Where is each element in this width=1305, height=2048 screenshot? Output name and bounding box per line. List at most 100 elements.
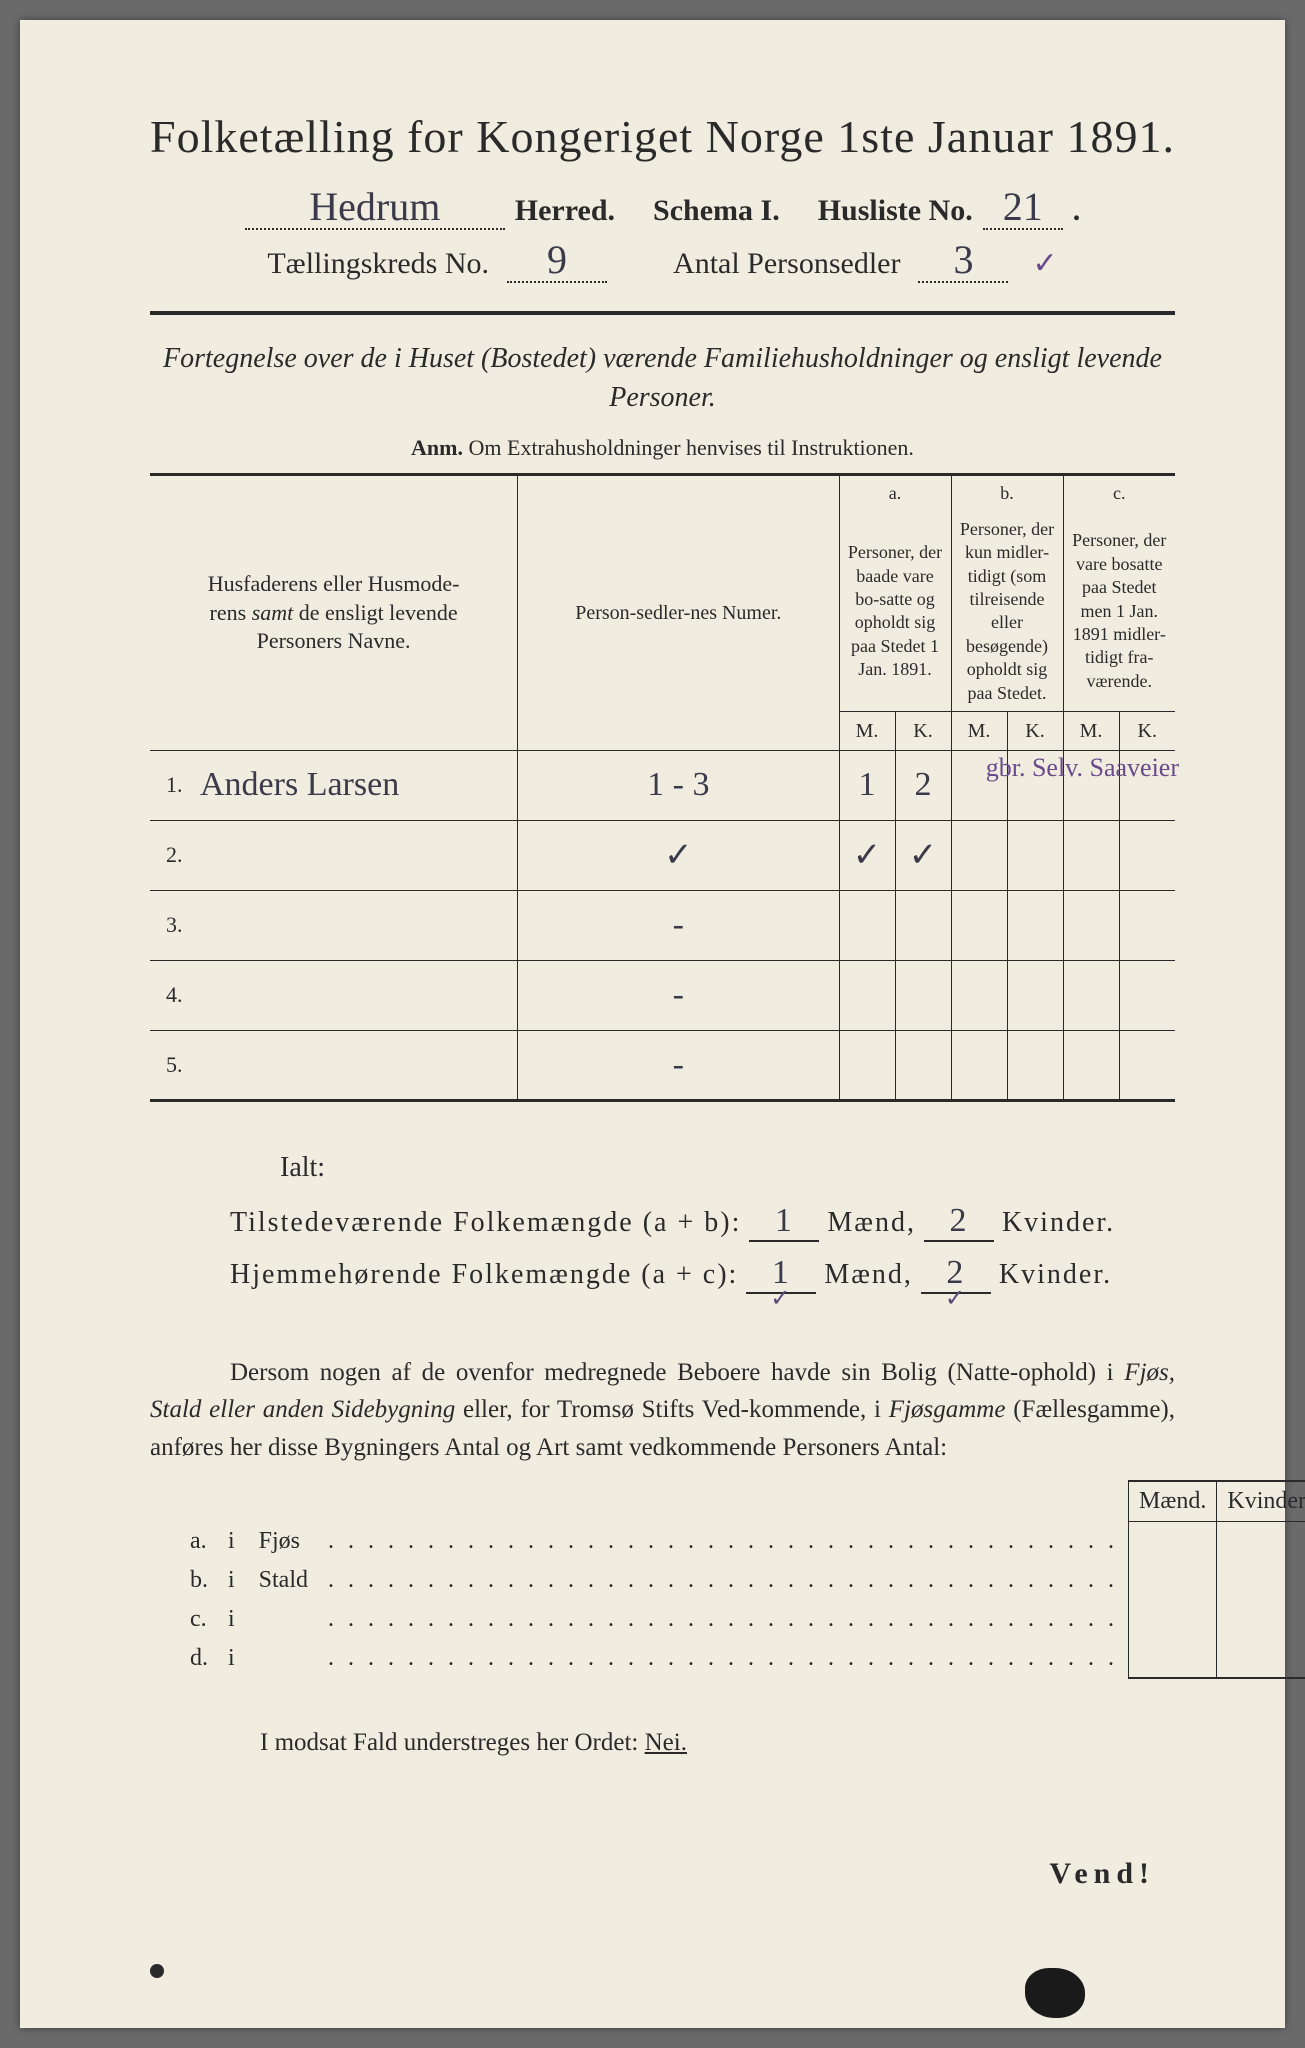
header-line-1: Hedrum Herred. Schema I. Husliste No. 21… bbox=[150, 191, 1175, 230]
totals-block: Ialt: Tilstedeværende Folkemængde (a + b… bbox=[150, 1152, 1175, 1294]
row-number: 4. bbox=[150, 960, 192, 1030]
pn-cell: 1 - 3 bbox=[518, 750, 839, 820]
sub-i: i Fjøs bbox=[218, 1522, 318, 1561]
sub-dots: . . . . . . . . . . . . . . . . . . . . … bbox=[318, 1561, 1129, 1600]
ck-cell bbox=[1119, 820, 1175, 890]
table-row: 1.Anders Larsen1 - 312 gbr. Selv. Saaveie… bbox=[150, 750, 1175, 820]
table-row: 2.✓✓✓ bbox=[150, 820, 1175, 890]
ck-cell bbox=[1119, 890, 1175, 960]
paragraph: Dersom nogen af de ovenfor medregnede Be… bbox=[150, 1354, 1175, 1467]
sub-kvinder-val bbox=[1217, 1522, 1305, 1561]
totals-row-ac: Hjemmehørende Folkemængde (a + c): 1 ✓ M… bbox=[230, 1254, 1175, 1294]
kreds-label: Tællingskreds No. bbox=[267, 247, 489, 281]
am-cell bbox=[839, 890, 895, 960]
am-cell: 1 bbox=[839, 750, 895, 820]
husliste-field: 21 bbox=[983, 191, 1063, 230]
col-c-letter: c. bbox=[1063, 475, 1175, 512]
r1-kvinder: 2 bbox=[924, 1202, 994, 1242]
annotation-line: Anm. Om Extrahusholdninger henvises til … bbox=[150, 435, 1175, 461]
sub-kvinder-val bbox=[1217, 1639, 1305, 1678]
herred-label: Herred. bbox=[515, 194, 615, 228]
sub-maend: Mænd. bbox=[1129, 1481, 1217, 1522]
row-number: 5. bbox=[150, 1030, 192, 1100]
pn-cell: - bbox=[518, 1030, 839, 1100]
ink-dot bbox=[150, 1964, 164, 1978]
ialt-label: Ialt: bbox=[280, 1152, 1175, 1184]
cm-cell bbox=[1063, 890, 1119, 960]
sub-letter: c. bbox=[150, 1600, 218, 1639]
schema-label: Schema I. bbox=[653, 194, 780, 228]
ak-cell: 2 bbox=[895, 750, 951, 820]
sub-letter: b. bbox=[150, 1561, 218, 1600]
col-b-k: K. bbox=[1007, 711, 1063, 750]
cm-cell bbox=[1063, 1030, 1119, 1100]
vend-label: Vend! bbox=[150, 1857, 1175, 1891]
am-cell bbox=[839, 960, 895, 1030]
header-line-2: Tællingskreds No. 9 Antal Personsedler 3… bbox=[150, 244, 1175, 283]
bm-cell bbox=[951, 820, 1007, 890]
ck-cell bbox=[1119, 1030, 1175, 1100]
ak-cell bbox=[895, 890, 951, 960]
sub-table: Mænd. Kvinder. a.i Fjøs. . . . . . . . .… bbox=[150, 1480, 1305, 1679]
col-b-m: M. bbox=[951, 711, 1007, 750]
ink-blot bbox=[1025, 1968, 1085, 2018]
antal-checkmark: ✓ bbox=[1032, 246, 1057, 281]
name-cell bbox=[192, 820, 518, 890]
sub-i: i bbox=[218, 1639, 318, 1678]
bm-cell bbox=[951, 960, 1007, 1030]
sub-i: i bbox=[218, 1600, 318, 1639]
name-cell bbox=[192, 1030, 518, 1100]
sub-row: a.i Fjøs. . . . . . . . . . . . . . . . … bbox=[150, 1522, 1305, 1561]
table-row: 4. - bbox=[150, 960, 1175, 1030]
main-table: Husfaderens eller Husmode-rens samt de e… bbox=[150, 473, 1175, 1102]
totals-row-ab: Tilstedeværende Folkemængde (a + b): 1 M… bbox=[230, 1202, 1175, 1242]
pn-cell: - bbox=[518, 960, 839, 1030]
col-c-k: K. bbox=[1119, 711, 1175, 750]
footer-line: I modsat Fald understreges her Ordet: Ne… bbox=[150, 1729, 1175, 1757]
sub-maend-val bbox=[1129, 1522, 1217, 1561]
sub-kvinder: Kvinder. bbox=[1217, 1481, 1305, 1522]
husliste-label: Husliste No. bbox=[818, 194, 973, 228]
col-a-m: M. bbox=[839, 711, 895, 750]
bm-cell bbox=[951, 890, 1007, 960]
col-b-desc: Personer, der kun midler-tidigt (som til… bbox=[951, 512, 1063, 712]
ck-cell bbox=[1119, 960, 1175, 1030]
row-number: 2. bbox=[150, 820, 192, 890]
sub-dots: . . . . . . . . . . . . . . . . . . . . … bbox=[318, 1639, 1129, 1678]
sub-maend-val bbox=[1129, 1639, 1217, 1678]
name-cell: Anders Larsen bbox=[192, 750, 518, 820]
census-form-page: Folketælling for Kongeriget Norge 1ste J… bbox=[20, 20, 1285, 2028]
sub-letter: a. bbox=[150, 1522, 218, 1561]
am-cell: ✓ bbox=[839, 820, 895, 890]
table-row: 5. - bbox=[150, 1030, 1175, 1100]
sub-maend-val bbox=[1129, 1600, 1217, 1639]
sub-row: b.i Stald. . . . . . . . . . . . . . . .… bbox=[150, 1561, 1305, 1600]
row-number: 3. bbox=[150, 890, 192, 960]
col-a-k: K. bbox=[895, 711, 951, 750]
col-b-letter: b. bbox=[951, 475, 1063, 512]
col-a-desc: Personer, der baade vare bo-satte og oph… bbox=[839, 512, 951, 712]
sub-i: i Stald bbox=[218, 1561, 318, 1600]
pn-cell: - bbox=[518, 890, 839, 960]
r2-kvinder: 2 ✓ bbox=[921, 1254, 991, 1294]
bk-cell bbox=[1007, 960, 1063, 1030]
bk-cell bbox=[1007, 1030, 1063, 1100]
sub-dots: . . . . . . . . . . . . . . . . . . . . … bbox=[318, 1600, 1129, 1639]
col-names: Husfaderens eller Husmode-rens samt de e… bbox=[150, 475, 518, 751]
divider-rule bbox=[150, 311, 1175, 315]
col-personsedler: Person-sedler-nes Numer. bbox=[518, 475, 839, 751]
ck-cell: gbr. Selv. Saaveier bbox=[1119, 750, 1175, 820]
row-number: 1. bbox=[150, 750, 192, 820]
am-cell bbox=[839, 1030, 895, 1100]
sub-row: c.i . . . . . . . . . . . . . . . . . . … bbox=[150, 1600, 1305, 1639]
sub-row: d.i . . . . . . . . . . . . . . . . . . … bbox=[150, 1639, 1305, 1678]
subtitle: Fortegnelse over de i Huset (Bostedet) v… bbox=[150, 339, 1175, 417]
cm-cell bbox=[1063, 960, 1119, 1030]
nei-word: Nei. bbox=[645, 1729, 687, 1756]
antal-label: Antal Personsedler bbox=[673, 247, 900, 281]
ak-cell: ✓ bbox=[895, 820, 951, 890]
r2-maend: 1 ✓ bbox=[746, 1254, 816, 1294]
page-title: Folketælling for Kongeriget Norge 1ste J… bbox=[150, 110, 1175, 163]
sub-dots: . . . . . . . . . . . . . . . . . . . . … bbox=[318, 1522, 1129, 1561]
sub-maend-val bbox=[1129, 1561, 1217, 1600]
